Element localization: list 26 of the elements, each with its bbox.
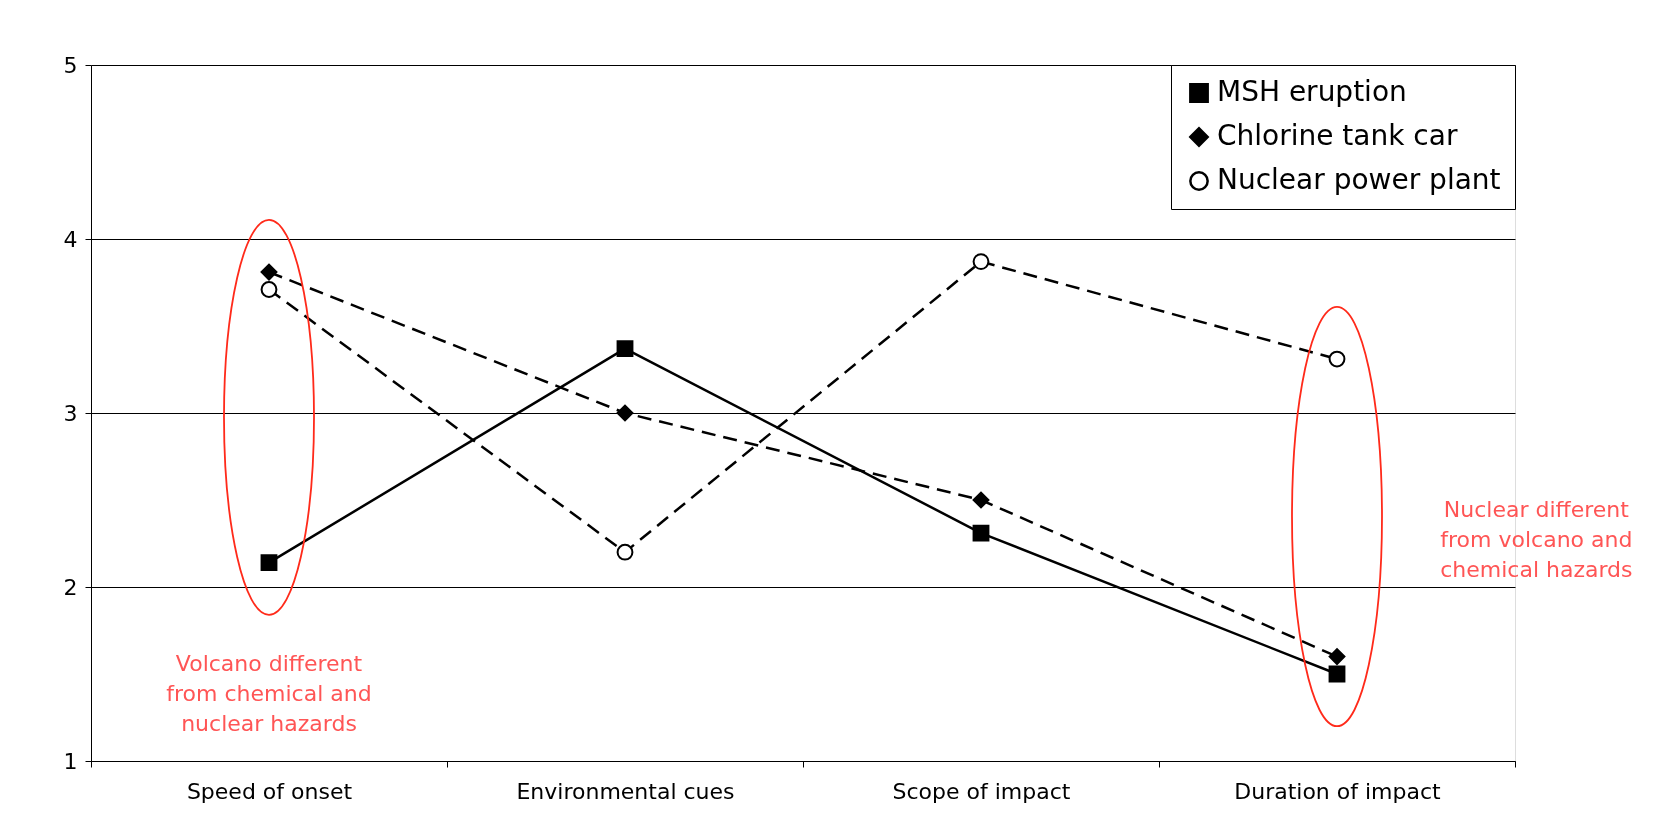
legend-label: Chlorine tank car — [1217, 119, 1458, 152]
point — [260, 263, 278, 281]
point — [1328, 665, 1346, 683]
point — [260, 554, 278, 572]
point — [616, 404, 634, 422]
point — [616, 340, 634, 358]
point — [972, 491, 990, 509]
legend-label: MSH eruption — [1217, 75, 1407, 108]
y-tick-label: 2 — [63, 574, 78, 600]
x-tick-label: Duration of impact — [1234, 778, 1442, 804]
y-tick-label: 1 — [63, 748, 78, 774]
x-tick-label: Environmental cues — [516, 778, 735, 804]
y-tick-label: 4 — [63, 226, 78, 252]
legend-label: Nuclear power plant — [1217, 163, 1501, 196]
point — [260, 281, 278, 298]
point — [972, 524, 990, 542]
point — [616, 543, 634, 561]
point — [1328, 350, 1346, 368]
point — [972, 253, 990, 271]
x-tick-label: Speed of onset — [186, 778, 353, 804]
point — [1328, 648, 1346, 666]
annotation: Volcano different from chemical and nuclear hazards — [166, 650, 372, 736]
x-tick-label: Scope of impact — [892, 778, 1071, 804]
y-tick-label: 5 — [63, 52, 78, 78]
annotation: Nuclear different from volcano and chemical hazards — [1440, 497, 1633, 583]
y-tick-label: 3 — [63, 400, 78, 426]
